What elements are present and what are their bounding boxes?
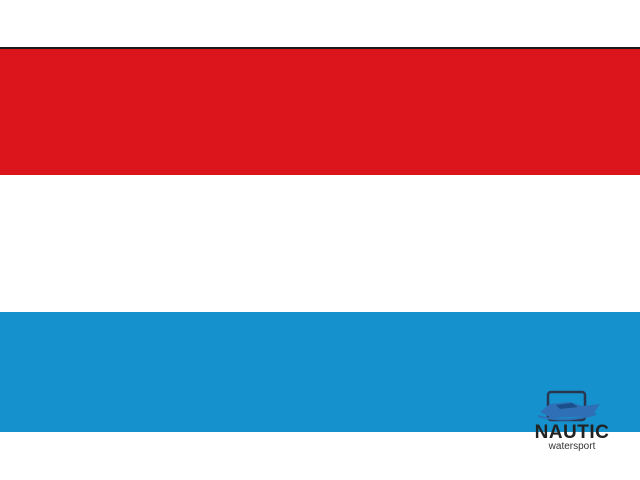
logo-name: NAUTIC xyxy=(534,422,610,443)
flag-stripe-white xyxy=(0,175,640,312)
flag-stripe-blue xyxy=(0,312,640,432)
flag-stripe-red xyxy=(0,49,640,175)
logo-tagline: watersport xyxy=(548,441,596,452)
motorboat-icon xyxy=(537,390,600,422)
flag-top-edge xyxy=(0,47,640,49)
nautic-watersport-logo: NAUTIC watersport xyxy=(526,390,616,454)
